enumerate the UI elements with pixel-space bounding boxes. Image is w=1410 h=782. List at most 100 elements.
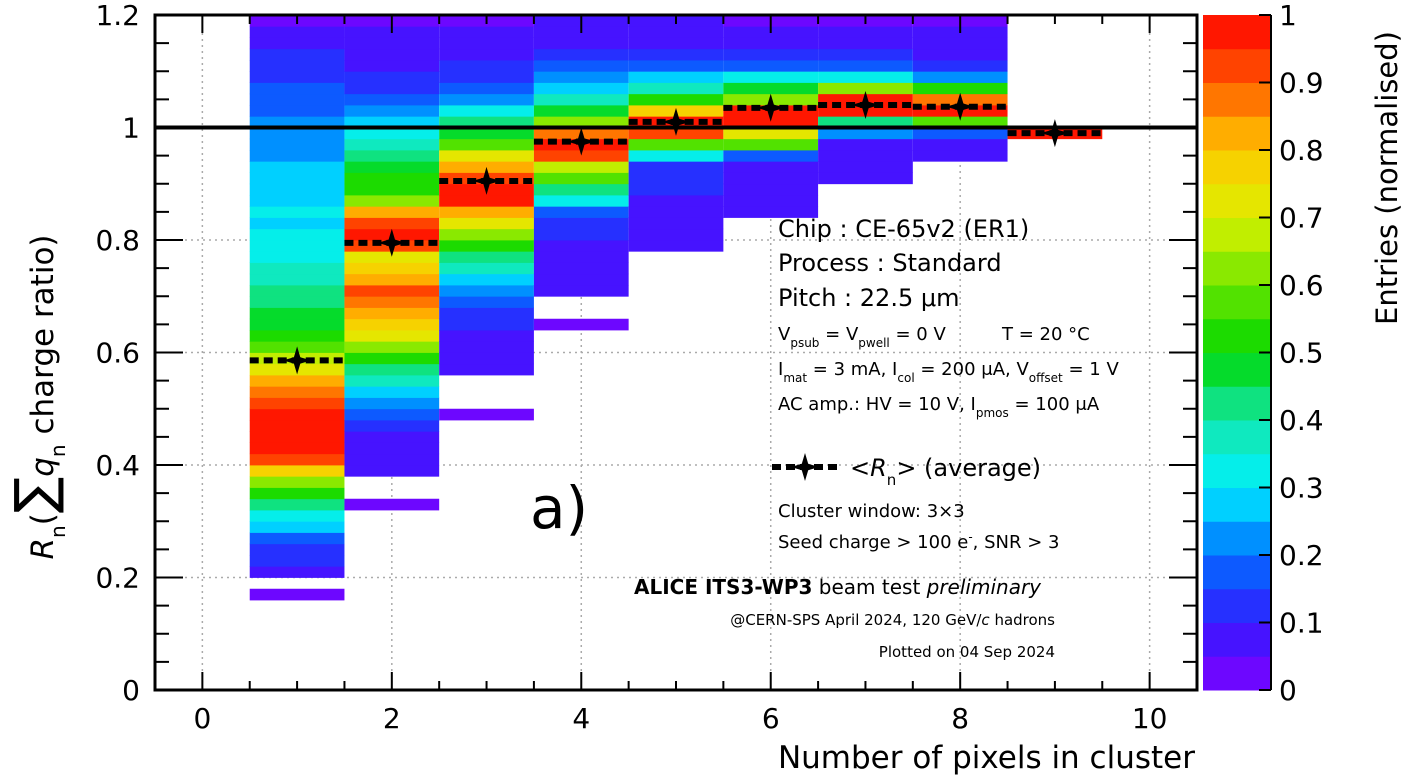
heatmap-cell — [344, 341, 440, 353]
colorbar-tick-label: 0.5 — [1279, 337, 1324, 370]
heatmap-cell — [533, 262, 629, 275]
ac-sub-pmos: pmos — [976, 406, 1009, 420]
average-marker — [662, 107, 690, 136]
heatmap-cell — [533, 318, 629, 331]
heatmap-cell — [439, 352, 534, 365]
pitch-value: Pitch : 22.5 — [778, 284, 921, 312]
x-tick-label: 6 — [762, 702, 780, 735]
colorbar-tick-label: 0.4 — [1279, 404, 1324, 437]
heatmap-cell — [439, 60, 534, 72]
i-sub-col: col — [897, 371, 914, 385]
average-marker — [472, 166, 501, 195]
heatmap-cell — [344, 183, 440, 196]
heatmap-cell — [249, 183, 345, 196]
heatmap-cell — [249, 26, 345, 38]
heatmap-cell — [344, 465, 440, 477]
heatmap-cell — [344, 82, 440, 95]
legend-r-sub: n — [887, 471, 897, 489]
heatmap-cell — [818, 116, 913, 128]
heatmap-cell — [628, 183, 724, 196]
heatmap-cell — [628, 172, 724, 185]
heatmap-cell — [344, 397, 440, 410]
heatmap-cell — [723, 206, 819, 218]
heatmap-cell — [912, 48, 1008, 61]
heatmap-cell — [344, 453, 440, 466]
heatmap-cell — [628, 161, 724, 173]
heatmap-cell — [344, 37, 440, 50]
heatmap-cell — [912, 127, 1008, 140]
heatmap-cell — [818, 26, 913, 38]
heatmap-cell — [818, 37, 913, 50]
alice-italic: preliminary — [926, 575, 1043, 599]
colorbar-band — [1203, 183, 1271, 218]
colorbar-band — [1203, 487, 1271, 522]
heatmap-cell — [723, 71, 819, 83]
heatmap-cell — [533, 37, 629, 50]
v-sub-pwell: pwell — [858, 336, 889, 350]
seed-charge-annotation: Seed charge > 100 e-, SNR > 3 — [778, 530, 1060, 553]
heatmap-cell — [249, 397, 345, 410]
heatmap-cell — [249, 262, 345, 275]
heatmap-cell — [249, 318, 345, 331]
heatmap-cell — [344, 375, 440, 387]
heatmap-cell — [533, 105, 629, 117]
colorbar-tick-label: 0.8 — [1279, 134, 1324, 167]
heatmap-cell — [723, 48, 819, 61]
seed-main: Seed charge > 100 e — [778, 532, 968, 553]
temperature-annotation: T = 20 °C — [1001, 324, 1090, 345]
heatmap-cell — [249, 240, 345, 252]
i-main: I — [778, 359, 783, 380]
heatmap-cell — [249, 82, 345, 95]
heatmap-cell — [344, 195, 440, 207]
heatmap-cell — [723, 138, 819, 151]
colorbar-tick-label: 0.2 — [1279, 539, 1324, 572]
average-marker — [567, 127, 596, 156]
heatmap-cell — [439, 26, 534, 38]
heatmap-cell — [344, 161, 440, 173]
x-tick-label: 4 — [572, 702, 590, 735]
heatmap-cell — [818, 48, 913, 61]
heatmap-cell — [912, 138, 1008, 151]
heatmap-cell — [533, 116, 629, 128]
heatmap-cell — [818, 82, 913, 95]
heatmap-cell — [439, 127, 534, 140]
heatmap-cell — [723, 116, 819, 128]
heatmap-cell — [249, 251, 345, 263]
heatmap-cell — [249, 37, 345, 50]
heatmap-cell — [439, 138, 534, 151]
heatmap-cell — [723, 195, 819, 207]
colorbar-band — [1203, 386, 1271, 421]
heatmap-cell — [533, 228, 629, 241]
heatmap-cell — [628, 217, 724, 230]
heatmap-cell — [533, 93, 629, 106]
seed-sup: - — [968, 530, 972, 544]
heatmap-cell — [249, 307, 345, 320]
v-end: = 0 V — [890, 324, 947, 345]
y-axis-label-sub: n — [46, 525, 70, 538]
heatmap-cell — [249, 408, 345, 421]
v-mid: = V — [819, 324, 859, 345]
colorbar-band — [1203, 251, 1271, 286]
voltage-annotation: Vpsub = Vpwell = 0 V — [778, 324, 946, 350]
heatmap-cell — [344, 217, 440, 230]
y-axis-label-open: ( — [25, 513, 61, 525]
heatmap-cell — [344, 363, 440, 376]
heatmap-cell — [912, 37, 1008, 50]
y-tick-label: 0.2 — [95, 562, 140, 595]
y-axis-label-q: q — [25, 457, 61, 477]
ac-end: = 100 μA — [1009, 394, 1100, 415]
heatmap-cell — [249, 543, 345, 556]
colorbar-band — [1203, 217, 1271, 252]
heatmap-cell — [344, 498, 440, 511]
heatmap-cell — [439, 273, 534, 286]
cern-end: hadrons — [990, 611, 1056, 629]
heatmap-cell — [439, 341, 534, 353]
x-axis-label: Number of pixels in cluster — [778, 740, 1195, 776]
heatmap-cell — [533, 150, 629, 162]
heatmap-cell — [249, 273, 345, 286]
x-tick-label: 0 — [193, 702, 211, 735]
heatmap-cell — [628, 82, 724, 95]
ac-main: AC amp.: HV = 10 V, I — [778, 394, 976, 415]
colorbar-band — [1203, 15, 1271, 50]
seed-end: , SNR > 3 — [973, 532, 1060, 553]
